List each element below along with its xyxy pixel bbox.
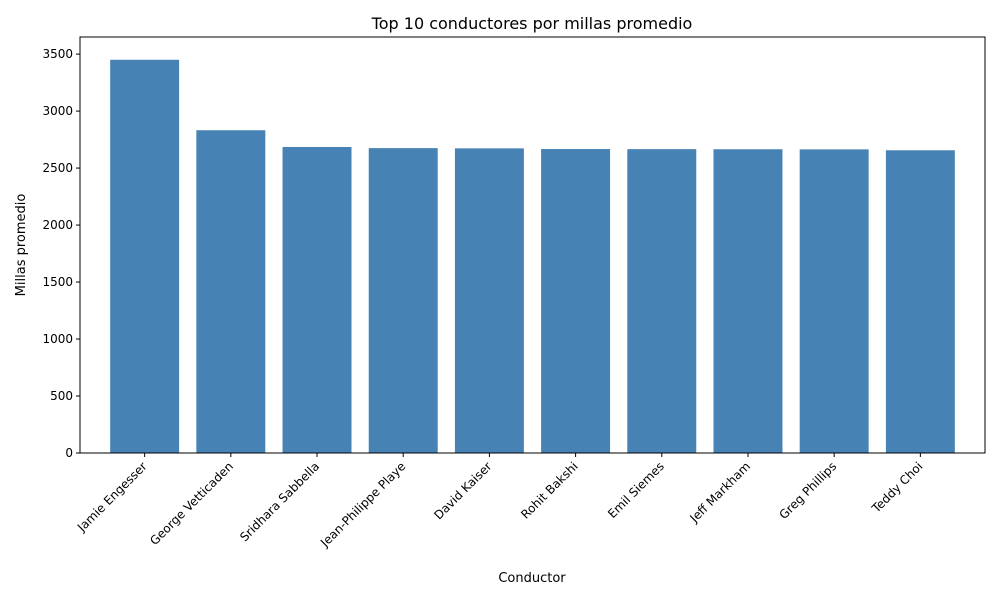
- x-axis-label: Conductor: [498, 571, 566, 586]
- x-tick-label: Jean-Philippe Playe: [317, 459, 408, 550]
- x-tick-label: Emil Siemes: [605, 459, 667, 521]
- bar: [282, 146, 352, 453]
- x-tick-label: David Kaiser: [431, 459, 494, 522]
- bar: [196, 130, 266, 453]
- x-tick-label: Rohit Bakshi: [518, 459, 580, 521]
- x-tick-label: George Vetticaden: [147, 459, 236, 548]
- y-axis-label: Millas promedio: [14, 194, 29, 297]
- x-tick-label: Sridhara Sabbella: [237, 459, 322, 544]
- bar: [368, 148, 438, 453]
- bar: [713, 149, 783, 454]
- plot-area: 0 500 1000 1500 2000 2500 3000 3500 Jamie Engess…: [42, 36, 986, 550]
- bar: [885, 150, 955, 454]
- x-tick-label: Greg Phillips: [776, 459, 839, 522]
- y-tick-label: 1500: [42, 275, 73, 289]
- bar: [799, 149, 869, 453]
- y-tick-label: 3500: [42, 47, 73, 61]
- y-tick-label: 1000: [42, 332, 73, 346]
- y-tick-label: 0: [65, 446, 73, 460]
- bar: [110, 59, 180, 453]
- y-tick-label: 2000: [42, 218, 73, 232]
- x-tick-label: Jeff Markham: [686, 459, 753, 526]
- x-tick-label: Teddy Choi: [869, 459, 926, 516]
- bar: [627, 149, 697, 453]
- y-tick-label: 3000: [42, 104, 73, 118]
- x-tick-label: Jamie Engesser: [74, 459, 150, 535]
- y-tick-label: 2500: [42, 161, 73, 175]
- plot-frame: [79, 36, 986, 454]
- y-tick-label: 500: [50, 389, 73, 403]
- bar: [454, 148, 524, 453]
- bar: [541, 149, 611, 453]
- chart-title: Top 10 conductores por millas promedio: [371, 14, 693, 33]
